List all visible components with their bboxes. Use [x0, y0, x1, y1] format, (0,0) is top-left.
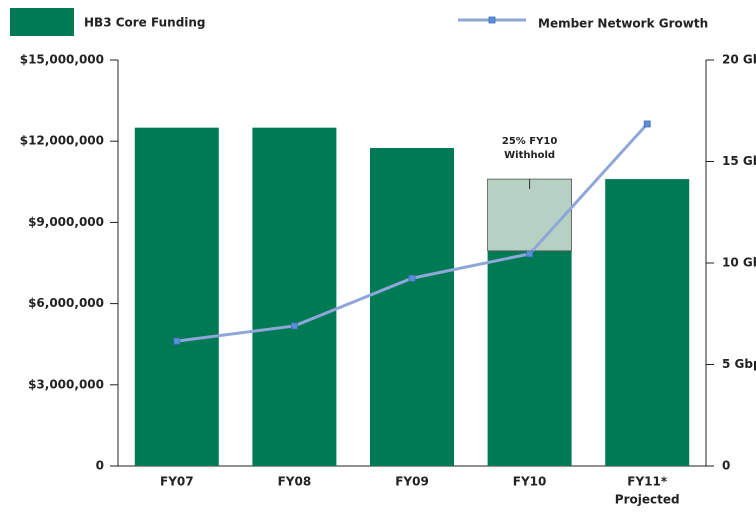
y2-tick-label: 5 Gbps [722, 357, 756, 371]
legend-swatch [10, 8, 74, 36]
bar [370, 147, 454, 466]
x-tick-label: FY10 [513, 475, 547, 489]
x-tick-label: FY11* [627, 475, 668, 489]
line-marker [173, 337, 181, 345]
y-tick-label: $6,000,000 [28, 296, 104, 310]
bar [134, 127, 219, 467]
annotation: 25% FY10 [502, 136, 557, 147]
x-tick-note: Projected [615, 493, 680, 507]
bar [487, 250, 572, 466]
y2-tick-label: 15 Gbps [722, 154, 756, 168]
legend-label: Member Network Growth [538, 17, 708, 31]
x-tick-label: FY08 [278, 475, 312, 489]
y-tick-label: $3,000,000 [28, 377, 104, 391]
y-tick-label: $12,000,000 [20, 134, 104, 148]
y-tick-label: 0 [96, 459, 104, 473]
line-marker [408, 274, 416, 282]
y2-tick-label: 0 [722, 459, 730, 473]
line-marker [290, 322, 298, 330]
legend-label: HB3 Core Funding [84, 16, 206, 30]
bar-segment [487, 178, 573, 252]
bar [605, 179, 690, 467]
y-tick-label: $9,000,000 [28, 215, 104, 229]
x-tick-label: FY09 [395, 475, 429, 489]
line-marker [643, 120, 651, 128]
y-tick-label: $15,000,000 [20, 53, 104, 67]
y2-tick-label: 20 Gbps [722, 53, 756, 67]
annotation: Withhold [504, 150, 555, 161]
legend-marker [488, 16, 496, 24]
x-tick-label: FY07 [160, 475, 194, 489]
line-marker [526, 250, 533, 258]
bar [252, 127, 337, 467]
y2-tick-label: 10 Gbps [722, 256, 756, 270]
